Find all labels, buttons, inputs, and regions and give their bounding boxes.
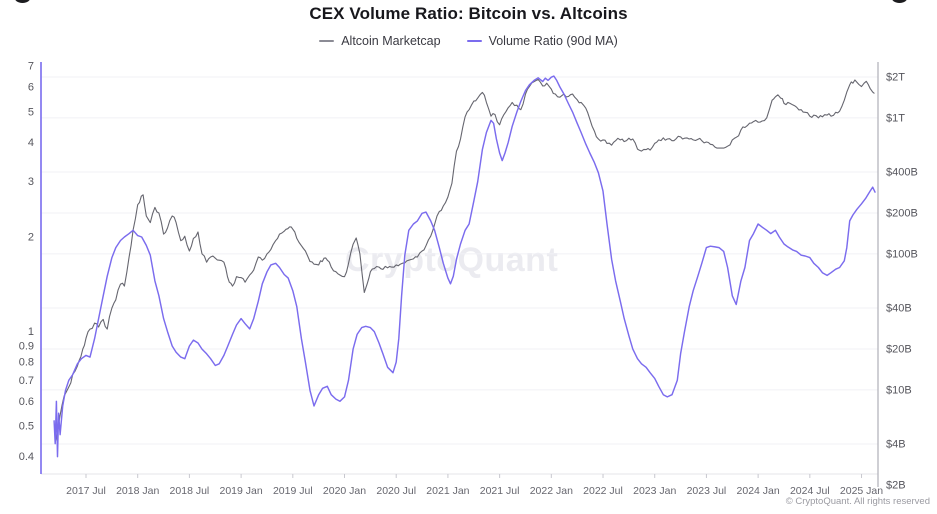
x-tick-label: 2021 Jan: [426, 485, 469, 497]
legend-swatch-purple-line-icon: [466, 39, 482, 43]
top-right-logo-fragment: [891, 0, 908, 3]
x-tick-label: 2024 Jul: [790, 485, 830, 497]
x-tick-label: 2017 Jul: [66, 485, 106, 497]
right-axis-tick-label: $20B: [886, 343, 912, 355]
x-tick-label: 2021 Jul: [480, 485, 520, 497]
chart-title: CEX Volume Ratio: Bitcoin vs. Altcoins: [309, 4, 628, 23]
left-axis-tick-label: 2: [28, 232, 34, 244]
right-axis-tick-label: $100B: [886, 248, 918, 260]
right-axis-tick-label: $1T: [886, 112, 905, 124]
right-axis-tick-label: $200B: [886, 207, 918, 219]
chart-legend: Altcoin Marketcap Volume Ratio (90d MA): [0, 34, 937, 48]
copyright-notice: © CryptoQuant. All rights reserved: [785, 496, 930, 507]
x-tick-label: 2023 Jan: [633, 485, 676, 497]
left-axis-tick-label: 7: [28, 61, 34, 73]
x-tick-label: 2024 Jan: [737, 485, 780, 497]
x-tick-label: 2022 Jan: [530, 485, 573, 497]
x-tick-label: 2018 Jan: [116, 485, 159, 497]
x-tick-label: 2023 Jul: [687, 485, 727, 497]
left-axis-tick-label: 0.8: [19, 357, 34, 369]
left-axis-tick-label: 1: [28, 326, 34, 338]
cryptoquant-watermark: CryptoQuant: [345, 241, 559, 279]
left-axis-tick-label: 3: [28, 176, 34, 188]
left-axis-tick-label: 4: [28, 137, 34, 149]
left-axis-tick-label: 6: [28, 82, 34, 94]
left-axis-tick-label: 0.9: [19, 340, 34, 352]
right-axis-tick-label: $2T: [886, 72, 905, 84]
x-tick-label: 2022 Jul: [583, 485, 623, 497]
x-tick-label: 2025 Jan: [840, 485, 883, 497]
legend-label: Volume Ratio (90d MA): [488, 34, 618, 48]
x-tick-label: 2019 Jul: [273, 485, 313, 497]
axis-lines: [40, 62, 879, 487]
series-line-volume-ratio: [53, 75, 876, 458]
left-axis-tick-label: 5: [28, 106, 34, 118]
x-tick-label: 2020 Jan: [323, 485, 366, 497]
right-axis-tick-label: $400B: [886, 167, 918, 179]
legend-label: Altcoin Marketcap: [341, 34, 441, 48]
legend-item-volume-ratio[interactable]: Volume Ratio (90d MA): [466, 34, 618, 48]
left-axis-tick-label: 0.5: [19, 421, 34, 433]
x-tick-label: 2019 Jan: [219, 485, 262, 497]
legend-swatch-gray-line-icon: [319, 39, 335, 43]
left-axis-tick-label: 0.6: [19, 396, 34, 408]
legend-item-altcoin-marketcap[interactable]: Altcoin Marketcap: [319, 34, 441, 48]
x-tick-label: 2018 Jul: [170, 485, 210, 497]
left-axis-tick-label: 0.7: [19, 375, 34, 387]
right-axis-tick-label: $2B: [886, 479, 906, 491]
gridlines: [41, 76, 878, 445]
top-left-logo-fragment: [14, 0, 31, 3]
series-lines: [53, 75, 876, 458]
right-axis-tick-label: $10B: [886, 384, 912, 396]
left-axis-tick-label: 0.4: [19, 451, 34, 463]
x-tick-label: 2020 Jul: [376, 485, 416, 497]
series-line-altcoin-marketcap: [54, 78, 875, 442]
axis-tick-labels: 2017 Jul 2018 Jan 2018 Jul 2019 Jan 2019 Jul…: [19, 61, 918, 498]
right-axis-tick-label: $40B: [886, 303, 912, 315]
right-axis-tick-label: $4B: [886, 439, 906, 451]
